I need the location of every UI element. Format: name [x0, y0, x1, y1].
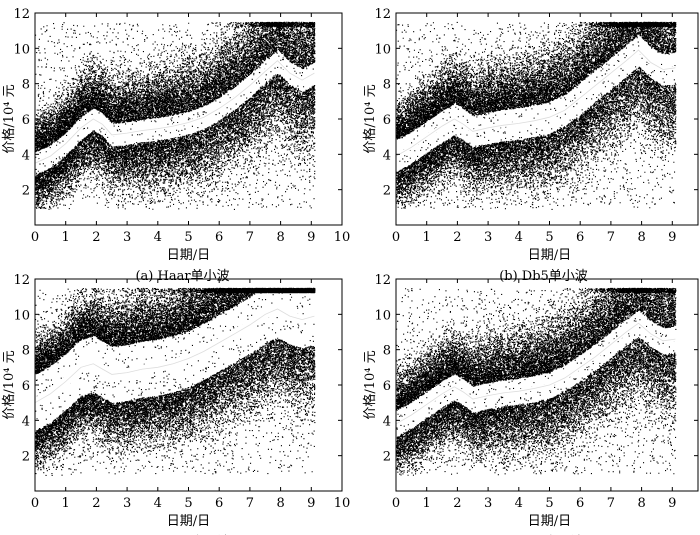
x-tick-label: 0 [31, 496, 39, 511]
x-tick-label: 8 [276, 230, 284, 245]
y-tick-label: 4 [383, 414, 391, 429]
x-tick-label: 1 [62, 230, 70, 245]
denoised-curve-core [35, 60, 315, 164]
x-tick-label: 5 [184, 496, 192, 511]
x-tick-label: 3 [484, 496, 492, 511]
x-axis-label: 日期/日 [167, 248, 210, 263]
y-tick-label: 12 [374, 273, 391, 288]
y-tick-label: 4 [383, 148, 391, 163]
x-tick-label: 6 [576, 496, 584, 511]
x-tick-label: 7 [607, 496, 615, 511]
x-tick-label: 8 [637, 230, 645, 245]
noisy-price-points [396, 287, 677, 476]
y-axis-label: 价格/10⁴ 元 [1, 350, 17, 419]
y-tick-label: 8 [383, 344, 391, 359]
noisy-price-points [35, 287, 316, 476]
x-tick-label: 2 [92, 496, 100, 511]
x-tick-label: 5 [545, 230, 553, 245]
y-axis-label: 价格/10⁴ 元 [362, 350, 378, 419]
x-tick-label: 1 [423, 496, 431, 511]
y-tick-label: 10 [374, 42, 391, 57]
x-tick-label: 3 [123, 230, 131, 245]
x-tick-label: 1 [423, 230, 431, 245]
x-tick-label: 8 [276, 496, 284, 511]
x-tick-label: 2 [453, 496, 461, 511]
y-tick-label: 8 [22, 344, 30, 359]
panel-caption: (b) Db5单小波 [499, 269, 588, 284]
x-tick-label: 4 [154, 496, 162, 511]
panel-caption: (a) Haar单小波 [135, 269, 229, 284]
x-tick-label: 9 [307, 230, 315, 245]
y-tick-label: 2 [22, 450, 30, 465]
y-tick-label: 12 [13, 273, 30, 288]
x-tick-label: 1 [62, 496, 70, 511]
x-tick-label: 7 [607, 230, 615, 245]
y-tick-label: 12 [374, 7, 391, 22]
y-tick-label: 6 [383, 379, 391, 394]
y-tick-label: 2 [383, 184, 391, 199]
y-tick-label: 6 [383, 113, 391, 128]
x-tick-label: 4 [515, 230, 523, 245]
x-tick-label: 9 [668, 230, 676, 245]
x-tick-label: 4 [515, 496, 523, 511]
x-tick-label: 7 [246, 496, 254, 511]
x-tick-label: 0 [392, 230, 400, 245]
y-tick-label: 8 [22, 78, 30, 93]
y-tick-label: 2 [22, 184, 30, 199]
x-tick-label: 8 [637, 496, 645, 511]
x-tick-label: 10 [334, 230, 351, 245]
x-tick-label: 0 [392, 496, 400, 511]
y-axis-label: 价格/10⁴ 元 [362, 84, 378, 153]
denoised-curve-core [396, 322, 676, 425]
x-tick-label: 10 [334, 496, 351, 511]
x-tick-label: 3 [484, 230, 492, 245]
data-cloud [396, 287, 677, 476]
data-cloud [35, 21, 316, 210]
data-cloud [396, 21, 677, 210]
x-tick-label: 7 [246, 230, 254, 245]
y-tick-label: 10 [13, 42, 30, 57]
y-tick-label: 8 [383, 78, 391, 93]
y-tick-label: 2 [383, 450, 391, 465]
x-tick-label: 5 [545, 496, 553, 511]
x-tick-label: 6 [576, 230, 584, 245]
denoised-curve-core [396, 49, 676, 157]
data-cloud [35, 287, 316, 476]
x-axis-label: 日期/日 [167, 514, 210, 529]
x-tick-label: 6 [215, 230, 223, 245]
denoised-curve-core [35, 308, 315, 404]
y-tick-label: 10 [13, 308, 30, 323]
noisy-price-points [396, 21, 677, 210]
y-tick-label: 4 [22, 414, 30, 429]
x-tick-label: 9 [668, 496, 676, 511]
x-tick-label: 9 [307, 496, 315, 511]
x-tick-label: 5 [184, 230, 192, 245]
y-tick-label: 10 [374, 308, 391, 323]
x-tick-label: 0 [31, 230, 39, 245]
x-tick-label: 2 [92, 230, 100, 245]
noisy-price-points [35, 21, 316, 210]
y-tick-label: 6 [22, 113, 30, 128]
x-axis-label: 日期/日 [528, 514, 571, 529]
y-tick-label: 12 [13, 7, 30, 22]
x-tick-label: 4 [154, 230, 162, 245]
x-tick-label: 2 [453, 230, 461, 245]
y-axis-label: 价格/10⁴ 元 [1, 84, 17, 153]
y-tick-label: 4 [22, 148, 30, 163]
x-tick-label: 6 [215, 496, 223, 511]
x-axis-label: 日期/日 [528, 248, 571, 263]
y-tick-label: 6 [22, 379, 30, 394]
x-tick-label: 3 [123, 496, 131, 511]
